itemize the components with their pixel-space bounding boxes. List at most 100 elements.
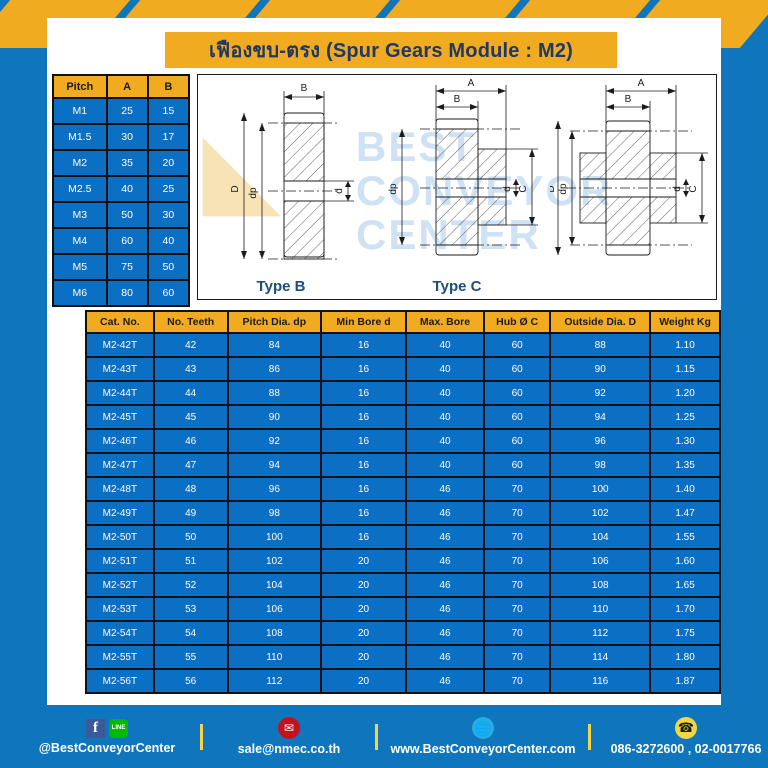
spec-cell: 1.87: [651, 670, 719, 692]
pitch-header-a: A: [107, 76, 147, 97]
spec-cell: 70: [484, 526, 550, 548]
spec-cell: 51: [154, 550, 227, 572]
spec-cell: 20: [322, 670, 406, 692]
spec-cell: M2-46T: [87, 430, 153, 452]
mail-icon[interactable]: ✉: [278, 717, 300, 739]
spec-cell: 106: [228, 598, 320, 620]
spec-cell: 84: [228, 334, 320, 356]
table-row: M2-52T 52 104 20 46 70 108 1.65: [87, 574, 719, 596]
spec-cell: 98: [228, 502, 320, 524]
spec-cell: 94: [551, 406, 650, 428]
spec-cell: 46: [407, 478, 483, 500]
footer-email-group[interactable]: ✉ sale@nmec.co.th: [203, 717, 375, 756]
dim-label-a: A: [638, 78, 645, 89]
spec-cell: 104: [551, 526, 650, 548]
spec-cell: 1.47: [651, 502, 719, 524]
spec-cell: M2-52T: [87, 574, 153, 596]
page-title: เฟืองขบ-ตรง (Spur Gears Module : M2): [165, 32, 617, 68]
facebook-icon[interactable]: f: [86, 718, 105, 738]
dim-label-d-bore: d: [502, 186, 513, 192]
spec-cell: 16: [322, 526, 406, 548]
spec-cell: 50: [154, 526, 227, 548]
spec-cell: M2-42T: [87, 334, 153, 356]
spec-cell: 40: [407, 454, 483, 476]
spec-cell: M2-43T: [87, 358, 153, 380]
spec-cell: 47: [154, 454, 227, 476]
line-icon[interactable]: LINE: [109, 718, 128, 738]
dim-label-b: B: [301, 83, 308, 94]
spec-cell: 60: [484, 382, 550, 404]
spec-cell: 16: [322, 454, 406, 476]
spec-cell: 40: [407, 382, 483, 404]
spec-cell: M2-49T: [87, 502, 153, 524]
spec-cell: 70: [484, 622, 550, 644]
pitch-cell: 50: [107, 203, 147, 227]
spec-cell: 102: [228, 550, 320, 572]
spec-cell: 46: [407, 646, 483, 668]
spec-header-2: Pitch Dia. dp: [228, 312, 320, 332]
spec-cell: 54: [154, 622, 227, 644]
globe-icon[interactable]: 🌐: [472, 717, 494, 739]
dim-label-dp: dp: [558, 183, 569, 195]
type-b-label: Type B: [256, 278, 306, 295]
spec-cell: M2-53T: [87, 598, 153, 620]
pitch-cell: M3: [54, 203, 106, 227]
spec-cell: 60: [484, 406, 550, 428]
spec-cell: 92: [228, 430, 320, 452]
spec-cell: 46: [407, 574, 483, 596]
spec-cell: M2-45T: [87, 406, 153, 428]
table-row: M2-55T 55 110 20 46 70 114 1.80: [87, 646, 719, 668]
pitch-cell: 60: [148, 281, 188, 305]
dim-label-d-bore: d: [334, 188, 345, 194]
spec-cell: 102: [551, 502, 650, 524]
dim-label-dp: dp: [248, 187, 259, 199]
spec-cell: 46: [407, 526, 483, 548]
phone-number[interactable]: 086-3272600 , 02-0017766: [610, 742, 762, 756]
pitch-cell: 25: [148, 177, 188, 201]
spec-cell: 60: [484, 358, 550, 380]
phone-icon[interactable]: ☎: [675, 717, 697, 739]
pitch-table-row: M2 35 20: [54, 151, 188, 175]
spec-cell: 40: [407, 334, 483, 356]
footer-phone-group[interactable]: ☎ 086-3272600 , 02-0017766: [591, 717, 768, 756]
spec-cell: 96: [551, 430, 650, 452]
pitch-table-row: M5 75 50: [54, 255, 188, 279]
table-row: M2-56T 56 112 20 46 70 116 1.87: [87, 670, 719, 692]
spec-cell: 70: [484, 670, 550, 692]
pitch-header-b: B: [148, 76, 188, 97]
spec-cell: 43: [154, 358, 227, 380]
spec-cell: 40: [407, 406, 483, 428]
pitch-cell: M2.5: [54, 177, 106, 201]
footer-facebook-group[interactable]: f LINE @BestConveyorCenter: [14, 718, 200, 755]
spec-cell: 48: [154, 478, 227, 500]
pitch-cell: 40: [148, 229, 188, 253]
pitch-cell: M4: [54, 229, 106, 253]
spec-cell: 70: [484, 598, 550, 620]
spec-cell: 112: [228, 670, 320, 692]
website-url[interactable]: www.BestConveyorCenter.com: [390, 742, 576, 756]
dim-label-b: B: [454, 94, 461, 105]
facebook-handle[interactable]: @BestConveyorCenter: [38, 740, 176, 755]
pitch-table-row: M4 60 40: [54, 229, 188, 253]
pitch-cell: 60: [107, 229, 147, 253]
footer-website-group[interactable]: 🌐 www.BestConveyorCenter.com: [378, 717, 588, 756]
content-card: เฟืองขบ-ตรง (Spur Gears Module : M2) Pit…: [47, 18, 721, 705]
email-address[interactable]: sale@nmec.co.th: [237, 742, 341, 756]
pitch-cell: 75: [107, 255, 147, 279]
spec-cell: M2-51T: [87, 550, 153, 572]
pitch-cell: 30: [148, 203, 188, 227]
spec-cell: 100: [551, 478, 650, 500]
spec-cell: 94: [228, 454, 320, 476]
pitch-cell: M2: [54, 151, 106, 175]
spec-cell: 44: [154, 382, 227, 404]
table-row: M2-44T 44 88 16 40 60 92 1.20: [87, 382, 719, 404]
spec-cell: 112: [551, 622, 650, 644]
spec-cell: 40: [407, 358, 483, 380]
spec-cell: 16: [322, 334, 406, 356]
spec-cell: 98: [551, 454, 650, 476]
spec-cell: 60: [484, 430, 550, 452]
table-row: M2-42T 42 84 16 40 60 88 1.10: [87, 334, 719, 356]
dim-label-d-outside: D: [230, 185, 241, 192]
spec-cell: 42: [154, 334, 227, 356]
spec-table-header-row: Cat. No. No. Teeth Pitch Dia. dp Min Bore d…: [87, 312, 719, 332]
